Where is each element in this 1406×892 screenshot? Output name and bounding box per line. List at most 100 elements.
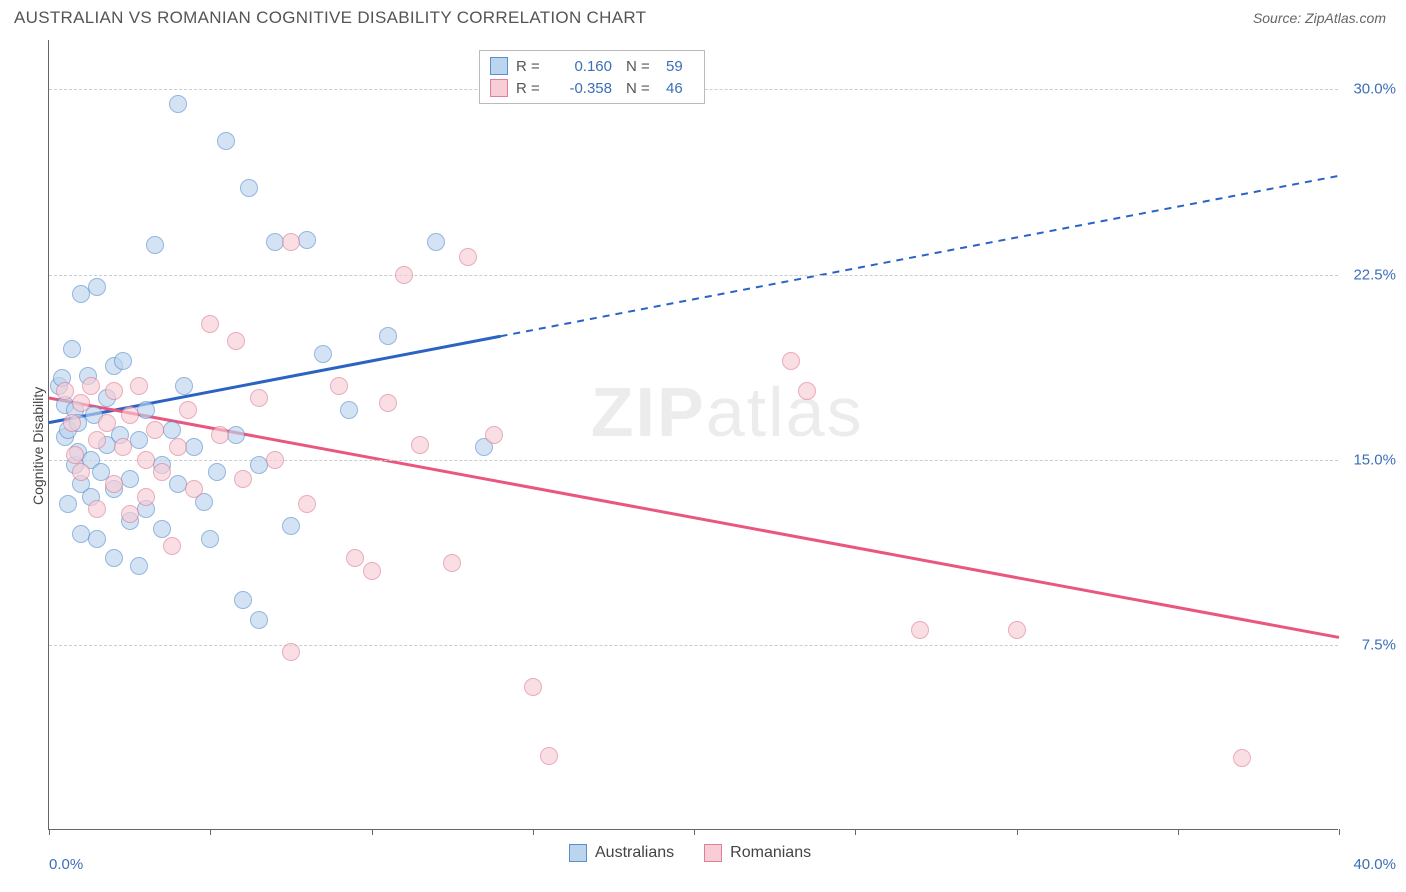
data-point: [282, 643, 300, 661]
gridline-h: [49, 645, 1338, 646]
data-point: [72, 394, 90, 412]
data-point: [114, 438, 132, 456]
trend-line-dashed: [501, 176, 1340, 336]
data-point: [88, 500, 106, 518]
chart-title: AUSTRALIAN VS ROMANIAN COGNITIVE DISABIL…: [14, 8, 646, 28]
y-tick-label: 7.5%: [1362, 636, 1396, 653]
data-point: [137, 451, 155, 469]
data-point: [485, 426, 503, 444]
legend-swatch: [569, 844, 587, 862]
data-point: [911, 621, 929, 639]
data-point: [411, 436, 429, 454]
x-tick: [1339, 829, 1340, 835]
data-point: [459, 248, 477, 266]
data-point: [282, 517, 300, 535]
x-tick: [855, 829, 856, 835]
data-point: [314, 345, 332, 363]
data-point: [363, 562, 381, 580]
data-point: [227, 332, 245, 350]
data-point: [163, 537, 181, 555]
data-point: [211, 426, 229, 444]
y-tick-label: 15.0%: [1353, 451, 1396, 468]
data-point: [153, 463, 171, 481]
data-point: [782, 352, 800, 370]
data-point: [98, 414, 116, 432]
data-point: [250, 389, 268, 407]
data-point: [63, 340, 81, 358]
data-point: [130, 431, 148, 449]
data-point: [395, 266, 413, 284]
x-tick: [1178, 829, 1179, 835]
data-point: [201, 530, 219, 548]
data-point: [298, 495, 316, 513]
source-attribution: Source: ZipAtlas.com: [1253, 10, 1386, 26]
legend-swatch: [490, 79, 508, 97]
x-tick: [694, 829, 695, 835]
data-point: [1233, 749, 1251, 767]
n-value: 59: [666, 58, 694, 75]
n-label: N =: [626, 80, 658, 97]
n-value: 46: [666, 80, 694, 97]
x-tick: [49, 829, 50, 835]
x-tick: [372, 829, 373, 835]
data-point: [185, 438, 203, 456]
series-legend: AustraliansRomanians: [569, 844, 811, 862]
data-point: [105, 475, 123, 493]
plot-area: ZIPatlas 7.5%15.0%22.5%30.0%0.0%40.0%R =…: [48, 40, 1338, 830]
data-point: [250, 611, 268, 629]
data-point: [330, 377, 348, 395]
y-tick-label: 22.5%: [1353, 266, 1396, 283]
data-point: [105, 549, 123, 567]
x-tick: [1017, 829, 1018, 835]
data-point: [130, 377, 148, 395]
data-point: [208, 463, 226, 481]
data-point: [88, 431, 106, 449]
series-legend-label: Romanians: [730, 844, 811, 862]
r-value: 0.160: [556, 58, 612, 75]
y-tick-label: 30.0%: [1353, 81, 1396, 98]
correlation-legend-row: R =-0.358N =46: [490, 77, 694, 99]
data-point: [240, 179, 258, 197]
data-point: [540, 747, 558, 765]
data-point: [88, 530, 106, 548]
data-point: [114, 352, 132, 370]
data-point: [340, 401, 358, 419]
data-point: [130, 557, 148, 575]
data-point: [121, 505, 139, 523]
data-point: [137, 488, 155, 506]
data-point: [88, 278, 106, 296]
r-value: -0.358: [556, 80, 612, 97]
r-label: R =: [516, 58, 548, 75]
legend-swatch: [490, 57, 508, 75]
x-tick: [533, 829, 534, 835]
data-point: [66, 446, 84, 464]
data-point: [234, 470, 252, 488]
data-point: [443, 554, 461, 572]
n-label: N =: [626, 58, 658, 75]
data-point: [169, 95, 187, 113]
data-point: [169, 438, 187, 456]
data-point: [234, 591, 252, 609]
data-point: [524, 678, 542, 696]
data-point: [163, 421, 181, 439]
data-point: [798, 382, 816, 400]
data-point: [137, 401, 155, 419]
data-point: [105, 382, 123, 400]
data-point: [175, 377, 193, 395]
data-point: [227, 426, 245, 444]
data-point: [56, 382, 74, 400]
correlation-legend-row: R = 0.160 N = 59: [490, 55, 694, 77]
data-point: [121, 470, 139, 488]
data-point: [1008, 621, 1026, 639]
data-point: [59, 495, 77, 513]
data-point: [185, 480, 203, 498]
data-point: [179, 401, 197, 419]
gridline-h: [49, 460, 1338, 461]
data-point: [427, 233, 445, 251]
data-point: [153, 520, 171, 538]
legend-swatch: [704, 844, 722, 862]
data-point: [201, 315, 219, 333]
correlation-legend: R = 0.160 N = 59R = -0.358 N = 46: [479, 50, 705, 104]
data-point: [82, 377, 100, 395]
gridline-h: [49, 275, 1338, 276]
